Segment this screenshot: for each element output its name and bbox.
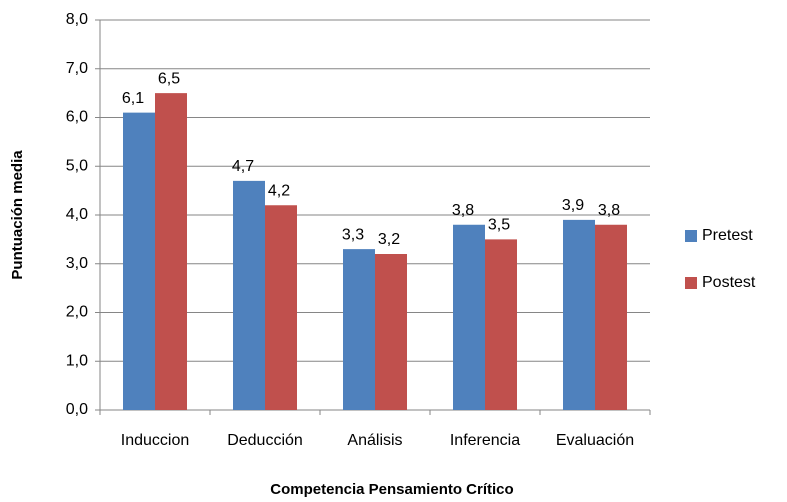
bar [563,219,595,410]
y-tick-label: 0,0 [66,401,88,418]
y-tick-label: 6,0 [66,109,88,126]
bar [453,224,485,410]
data-label: 3,9 [562,197,584,214]
bar [123,112,155,410]
x-tick-label: Induccion [121,432,190,449]
data-label: 6,1 [122,90,144,107]
legend-label: Postest [702,274,756,291]
y-axis-title: Puntuación media [9,150,26,280]
x-axis-title: Competencia Pensamiento Crítico [270,481,513,498]
data-label: 3,8 [598,202,620,219]
y-tick-label: 7,0 [66,60,88,77]
x-tick-label: Evaluación [556,432,634,449]
y-tick-label: 5,0 [66,157,88,174]
x-tick-label: Análisis [347,432,402,449]
data-label: 3,3 [342,226,364,243]
data-label: 3,5 [488,217,510,234]
y-tick-label: 4,0 [66,206,88,223]
legend-swatch [685,277,697,289]
bar [343,249,375,410]
y-tick-label: 1,0 [66,352,88,369]
bar [485,239,517,410]
bar [155,93,187,410]
data-label: 4,2 [268,182,290,199]
y-tick-label: 8,0 [66,11,88,28]
data-label: 3,8 [452,202,474,219]
bar [233,180,265,410]
data-label: 3,2 [378,231,400,248]
data-label: 6,5 [158,70,180,87]
bar [375,254,407,410]
legend-swatch [685,230,697,242]
x-tick-label: Deducción [227,432,303,449]
bar [595,224,627,410]
legend-label: Pretest [702,227,753,244]
bar [265,205,297,410]
x-tick-label: Inferencia [450,432,520,449]
y-tick-label: 2,0 [66,304,88,321]
data-label: 4,7 [232,158,254,175]
y-tick-label: 3,0 [66,255,88,272]
